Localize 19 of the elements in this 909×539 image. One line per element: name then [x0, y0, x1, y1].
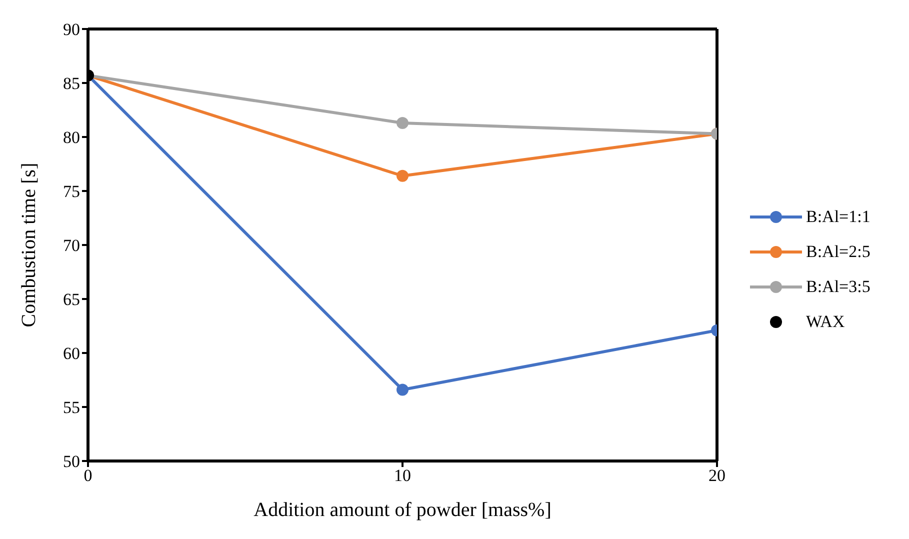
legend-label: B:Al=1:1: [806, 207, 870, 227]
x-tick-label: 0: [84, 466, 92, 486]
legend-label: B:Al=2:5: [806, 242, 870, 262]
y-tick-label: 75: [63, 182, 80, 202]
y-axis-title: Combustion time [s]: [18, 162, 40, 328]
x-tick-label: 20: [708, 466, 726, 486]
x-axis-title: Addition amount of powder [mass%]: [254, 499, 552, 521]
y-tick-label: 65: [63, 290, 80, 310]
x-tick-label: 10: [394, 466, 411, 486]
y-tick-label: 50: [63, 452, 80, 472]
y-tick-label: 60: [63, 344, 80, 364]
legend-label: B:Al=3:5: [806, 277, 870, 297]
y-tick-label: 90: [63, 20, 80, 40]
point: [396, 170, 408, 182]
legend-label: WAX: [806, 312, 845, 332]
y-tick-label: 55: [63, 398, 80, 418]
y-tick-label: 85: [63, 74, 80, 94]
y-tick-label: 80: [63, 128, 80, 148]
y-tick-label: 70: [63, 236, 80, 256]
